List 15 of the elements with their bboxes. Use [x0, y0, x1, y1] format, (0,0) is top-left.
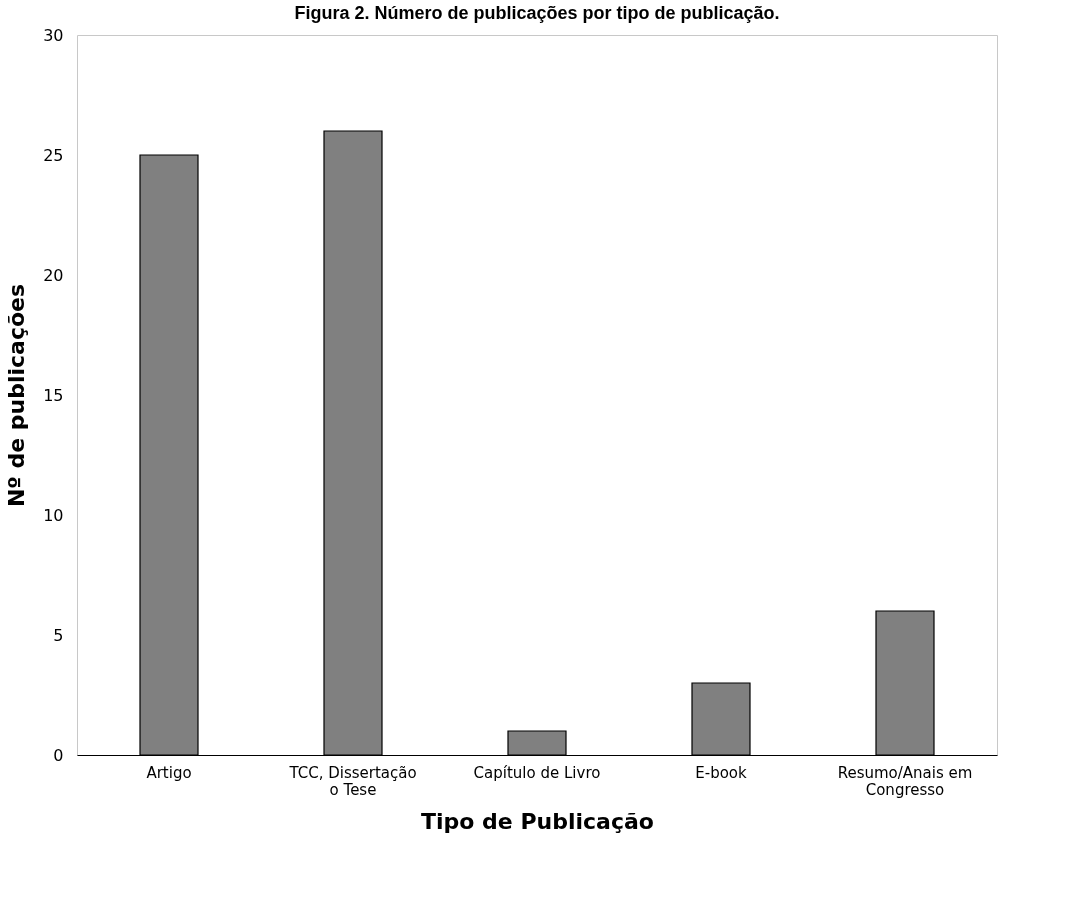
x-tick-label: Artigo	[146, 763, 192, 782]
y-tick-label: 25	[43, 145, 64, 165]
y-tick-label: 20	[43, 265, 64, 285]
x-tick-label: Capítulo de Livro	[473, 763, 601, 782]
x-tick-label: E-book	[695, 763, 748, 782]
y-tick-label: 5	[53, 625, 64, 645]
y-tick-label: 15	[43, 385, 64, 405]
x-axis-title: Tipo de Publicação	[421, 808, 654, 834]
y-tick-label: 10	[43, 505, 64, 525]
y-axis-title: Nº de publicações	[4, 283, 30, 508]
y-tick-label: 30	[43, 25, 64, 45]
x-tick-label: Resumo/Anais em Congresso	[837, 763, 973, 799]
y-tick-label: 0	[53, 745, 64, 765]
x-tick-label: TCC, Dissertação o Tese	[288, 763, 417, 799]
chart-title: Figura 2. Número de publicações por tipo de publicação.	[294, 3, 780, 23]
